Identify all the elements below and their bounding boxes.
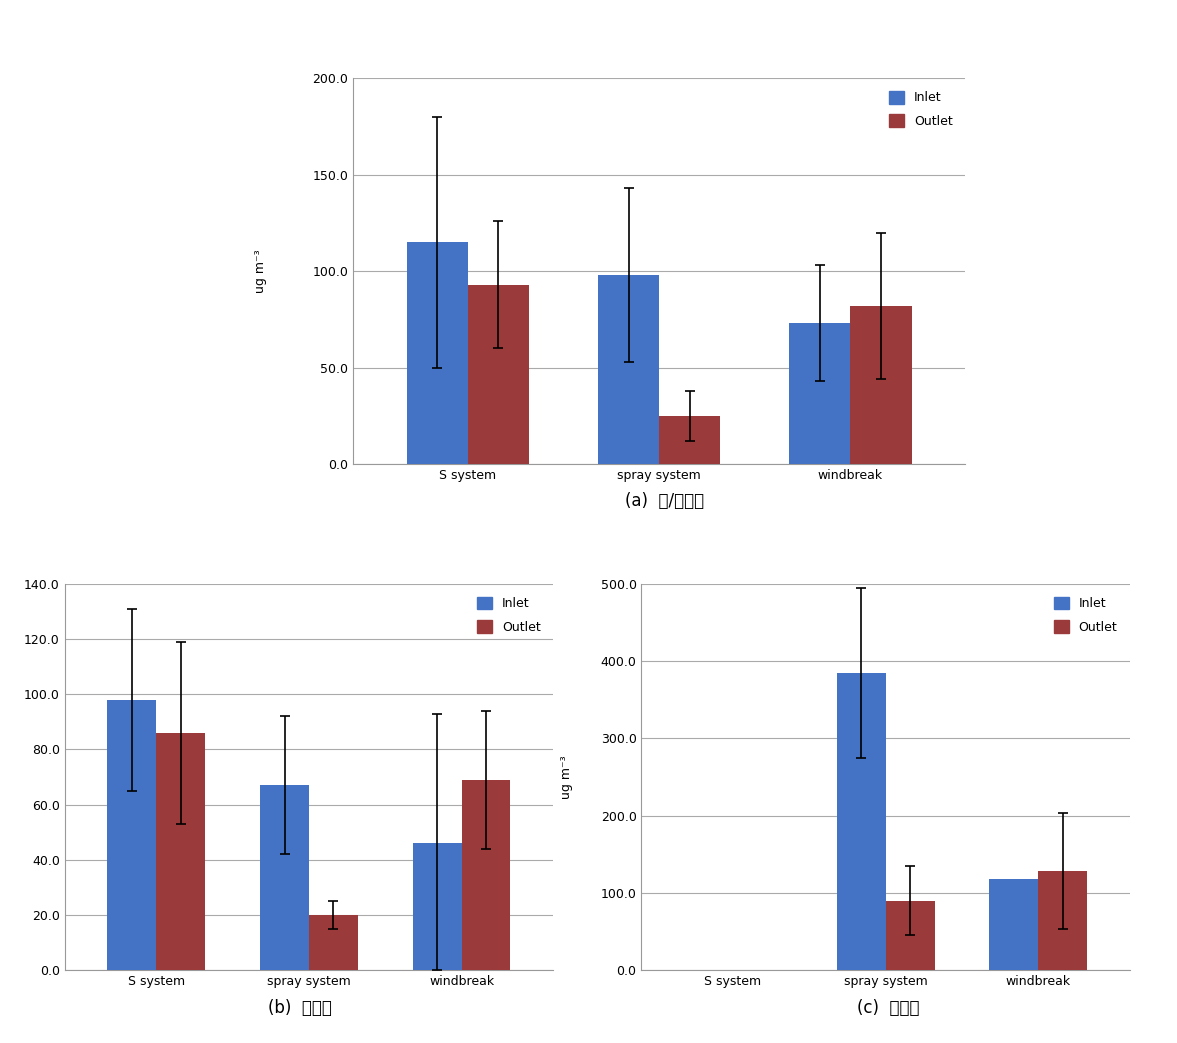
Legend: Inlet, Outlet: Inlet, Outlet <box>471 590 547 640</box>
Text: (c)  곸울철: (c) 곸울철 <box>857 999 920 1017</box>
Bar <box>837 673 886 970</box>
Bar <box>1038 871 1088 970</box>
Text: (b)  여름철: (b) 여름철 <box>268 999 332 1017</box>
Bar <box>851 306 912 464</box>
Bar <box>107 700 157 970</box>
Bar <box>461 780 511 970</box>
Y-axis label: ug m⁻³: ug m⁻³ <box>560 755 573 799</box>
Bar <box>990 879 1038 970</box>
Bar <box>157 733 205 970</box>
Legend: Inlet, Outlet: Inlet, Outlet <box>883 84 959 135</box>
Bar <box>413 843 461 970</box>
Bar <box>260 785 308 970</box>
Legend: Inlet, Outlet: Inlet, Outlet <box>1048 590 1124 640</box>
Bar <box>407 242 468 464</box>
Bar <box>598 275 659 464</box>
Bar <box>468 285 530 464</box>
Text: (a)  봇/가을철: (a) 봇/가을철 <box>625 492 705 510</box>
Bar <box>790 323 850 464</box>
Bar <box>886 900 935 970</box>
Bar <box>308 915 358 970</box>
Bar <box>659 416 720 464</box>
Y-axis label: ug m⁻³: ug m⁻³ <box>254 249 267 293</box>
